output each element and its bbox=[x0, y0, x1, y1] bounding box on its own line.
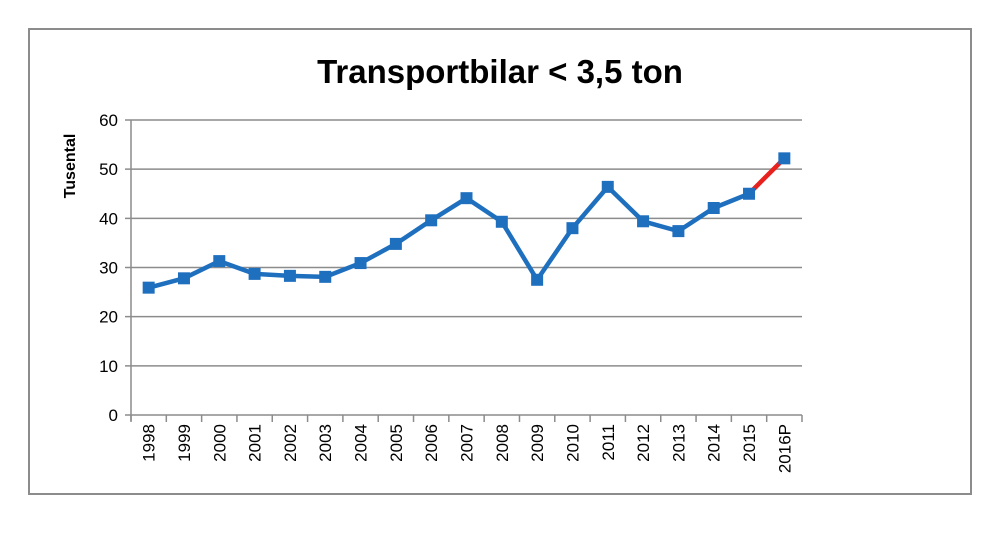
x-tick-label: 2012 bbox=[634, 424, 653, 462]
x-tick-label: 2016P bbox=[775, 424, 794, 473]
data-point-marker bbox=[707, 202, 720, 215]
x-tick-label: 2000 bbox=[210, 424, 229, 462]
y-tick-label: 60 bbox=[99, 111, 118, 130]
x-tick-label: 2013 bbox=[669, 424, 688, 462]
x-tick-label: 2014 bbox=[705, 424, 724, 462]
data-point-marker bbox=[601, 180, 614, 193]
y-tick-label: 20 bbox=[99, 308, 118, 327]
data-point-marker bbox=[319, 270, 332, 283]
data-point-marker bbox=[248, 267, 261, 280]
data-point-marker bbox=[743, 187, 756, 200]
y-tick-label: 0 bbox=[109, 406, 118, 425]
data-point-marker bbox=[213, 255, 226, 268]
data-point-marker bbox=[142, 281, 155, 294]
x-tick-label: 2004 bbox=[352, 424, 371, 462]
x-tick-label: 2006 bbox=[422, 424, 441, 462]
x-axis: 1998 1999 2000 2001 2002 2003 2004 2005 2006 2007… bbox=[130, 120, 803, 473]
data-point-marker bbox=[425, 214, 438, 227]
chart-title: Transportbilar < 3,5 ton bbox=[317, 53, 683, 90]
x-tick-label: 2002 bbox=[281, 424, 300, 462]
data-point-marker bbox=[177, 272, 190, 285]
x-tick-label: 1999 bbox=[175, 424, 194, 462]
x-tick-label: 2007 bbox=[458, 424, 477, 462]
data-point-marker bbox=[354, 257, 367, 270]
data-point-marker bbox=[460, 192, 473, 205]
y-tick-label: 40 bbox=[99, 209, 118, 228]
data-point-marker bbox=[778, 152, 791, 165]
x-tick-label: 2005 bbox=[387, 424, 406, 462]
data-point-marker bbox=[495, 215, 508, 228]
chart-frame bbox=[28, 28, 972, 495]
x-tick-label: 2009 bbox=[528, 424, 547, 462]
y-axis-label: Tusental bbox=[62, 134, 79, 199]
data-point-marker bbox=[283, 269, 296, 282]
gridlines bbox=[125, 119, 802, 416]
y-tick-label: 30 bbox=[99, 259, 118, 278]
y-tick-label: 50 bbox=[99, 160, 118, 179]
data-point-marker bbox=[637, 215, 650, 228]
y-axis-ticks: 0 10 20 30 40 50 60 bbox=[99, 111, 118, 425]
data-point-marker bbox=[566, 222, 579, 235]
data-series bbox=[142, 152, 791, 294]
x-tick-label: 2015 bbox=[740, 424, 759, 462]
x-tick-label: 2010 bbox=[563, 424, 582, 462]
data-point-marker bbox=[389, 237, 402, 250]
x-tick-label: 2011 bbox=[599, 424, 618, 461]
series-line bbox=[148, 184, 750, 290]
x-tick-label: 2008 bbox=[493, 424, 512, 462]
data-point-marker bbox=[672, 225, 685, 238]
y-tick-label: 10 bbox=[99, 357, 118, 376]
data-point-marker bbox=[531, 273, 544, 286]
x-tick-label: 2003 bbox=[316, 424, 335, 462]
x-tick-label: 1998 bbox=[140, 424, 159, 462]
x-tick-label: 2001 bbox=[246, 424, 265, 462]
